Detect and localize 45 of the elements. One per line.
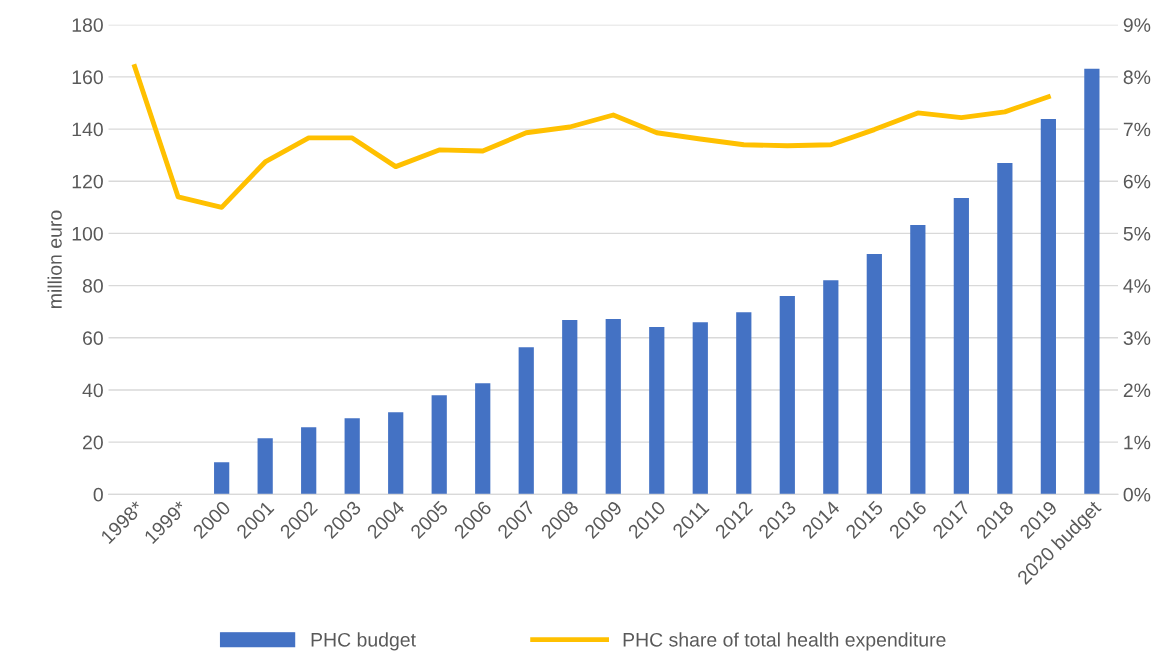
bar [823, 280, 839, 495]
y-tick-label: 20 [83, 435, 103, 450]
y2-tick-label: 6% [1123, 174, 1151, 189]
bar [475, 383, 491, 495]
bar [431, 395, 447, 495]
y2-tick-label: 9% [1123, 18, 1151, 32]
y-tick-label: 140 [72, 122, 103, 137]
bar [736, 312, 752, 495]
y-tick-label: 0 [93, 487, 103, 502]
bar [692, 322, 708, 495]
bar [649, 327, 665, 495]
y2-tick-label: 7% [1123, 122, 1151, 137]
y2-tick-label: 3% [1123, 331, 1151, 346]
y-tick-label: 180 [72, 18, 103, 32]
y2-tick-label: 0% [1123, 487, 1151, 502]
bar [214, 462, 230, 495]
bar [562, 320, 578, 495]
bar [518, 347, 534, 495]
bar [344, 418, 360, 495]
bar [910, 225, 926, 495]
y-tick-label: 100 [72, 226, 103, 241]
legend-label: PHC share of total health expenditure [623, 632, 946, 651]
y2-tick-label: 2% [1123, 383, 1151, 398]
bar [257, 438, 273, 495]
bar [866, 254, 882, 495]
bar [1040, 118, 1056, 495]
bar [388, 412, 404, 495]
bar [1084, 68, 1100, 495]
y2-tick-label: 5% [1123, 226, 1151, 241]
bar [779, 296, 795, 495]
y-tick-label: 80 [82, 279, 103, 293]
y2-tick-label: 8% [1123, 70, 1151, 85]
y-axis-title: million euro [47, 210, 62, 308]
y-tick-label: 120 [72, 174, 103, 189]
legend-label: PHC budget [311, 632, 416, 651]
y-tick-label: 160 [72, 70, 103, 85]
y-tick-label: 40 [82, 383, 103, 398]
y2-tick-label: 1% [1124, 435, 1151, 450]
bar [953, 197, 969, 495]
line-series [132, 64, 1051, 210]
y-tick-label: 60 [83, 331, 103, 346]
bar [301, 427, 317, 495]
bar [605, 319, 621, 495]
bar [997, 162, 1013, 495]
y2-tick-label: 4% [1123, 279, 1151, 293]
